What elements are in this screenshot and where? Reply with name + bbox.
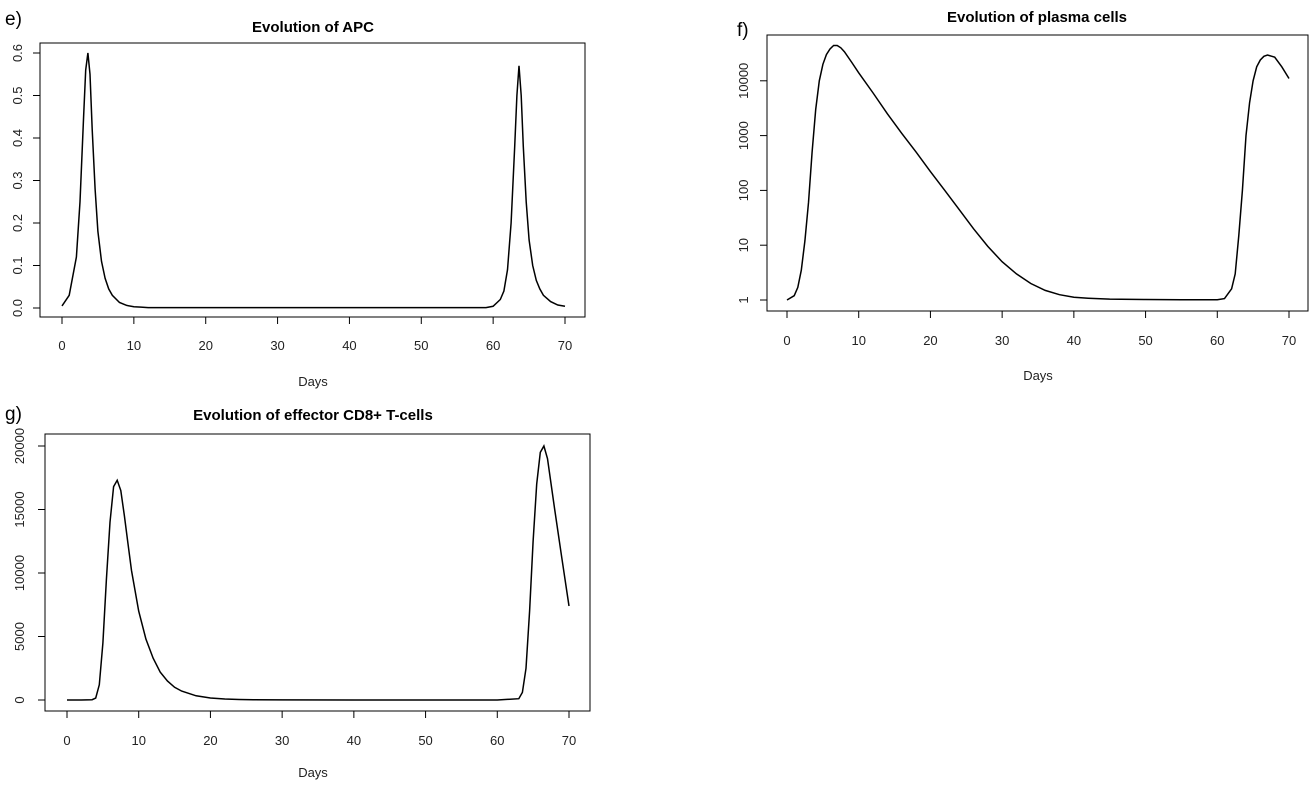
x-tick-label: 0 bbox=[63, 733, 70, 748]
x-tick-label: 0 bbox=[783, 333, 790, 348]
x-axis-label-cd8-tcells: Days bbox=[298, 765, 328, 780]
cd8-tcells-chart: g) Evolution of effector CD8+ T-cells Da… bbox=[5, 404, 591, 780]
x-tick-label: 50 bbox=[414, 338, 428, 353]
x-tick-label: 60 bbox=[486, 338, 500, 353]
x-tick-label: 60 bbox=[1210, 333, 1224, 348]
x-tick-label: 20 bbox=[203, 733, 217, 748]
x-tick-label: 10 bbox=[131, 733, 145, 748]
cd8-tcells-series-line bbox=[67, 444, 570, 701]
x-tick-label: 10 bbox=[851, 333, 865, 348]
y-ticks-apc: 0.0 0.1 0.2 0.3 0.4 0.5 0.6 bbox=[10, 44, 41, 317]
panel-letter-e: e) bbox=[5, 9, 22, 30]
y-tick-label: 0.6 bbox=[10, 44, 25, 62]
chart-title-cd8-tcells: Evolution of effector CD8+ T-cells bbox=[193, 407, 433, 424]
plot-frame-cd8-tcells bbox=[44, 433, 591, 712]
x-tick-label: 70 bbox=[562, 733, 576, 748]
x-tick-label: 30 bbox=[995, 333, 1009, 348]
x-tick-label: 20 bbox=[198, 338, 212, 353]
y-tick-label: 100 bbox=[736, 180, 751, 202]
plot-frame-apc bbox=[39, 42, 586, 318]
y-tick-label: 20000 bbox=[12, 428, 27, 464]
plot-frame-plasma-cells bbox=[766, 34, 1309, 312]
x-tick-label: 50 bbox=[418, 733, 432, 748]
apc-chart: e) Evolution of APC Days 0 10 20 30 40 50 60 70… bbox=[5, 9, 586, 389]
y-tick-label: 0 bbox=[12, 696, 27, 703]
x-axis-label-apc: Days bbox=[298, 374, 328, 389]
y-tick-label: 5000 bbox=[12, 622, 27, 651]
x-tick-label: 70 bbox=[558, 338, 572, 353]
x-tick-label: 20 bbox=[923, 333, 937, 348]
y-ticks-cd8-tcells: 0 5000 10000 15000 20000 bbox=[12, 428, 46, 704]
y-tick-label: 0.4 bbox=[10, 129, 25, 147]
y-tick-label: 0.1 bbox=[10, 256, 25, 274]
apc-series-line bbox=[61, 52, 566, 309]
y-tick-label: 10000 bbox=[736, 63, 751, 99]
plasma-cells-chart: f) Evolution of plasma cells Days 0 10 20 3… bbox=[736, 9, 1309, 383]
y-tick-label: 0.2 bbox=[10, 214, 25, 232]
x-tick-label: 40 bbox=[342, 338, 356, 353]
panel-letter-f: f) bbox=[737, 20, 749, 41]
x-tick-label: 70 bbox=[1282, 333, 1296, 348]
plasma-cells-series-line bbox=[786, 44, 1290, 301]
chart-title-plasma-cells: Evolution of plasma cells bbox=[947, 9, 1127, 26]
x-tick-label: 40 bbox=[347, 733, 361, 748]
x-ticks-plasma-cells: 0 10 20 30 40 50 60 70 bbox=[783, 310, 1296, 348]
chart-title-apc: Evolution of APC bbox=[252, 19, 374, 36]
x-tick-label: 0 bbox=[58, 338, 65, 353]
y-tick-label: 0.5 bbox=[10, 86, 25, 104]
x-tick-label: 30 bbox=[275, 733, 289, 748]
y-tick-label: 1000 bbox=[736, 121, 751, 150]
y-tick-label: 10 bbox=[736, 238, 751, 252]
y-tick-label: 0.3 bbox=[10, 171, 25, 189]
y-tick-label: 1 bbox=[736, 296, 751, 303]
x-ticks-cd8-tcells: 0 10 20 30 40 50 60 70 bbox=[63, 710, 576, 748]
panel-letter-g: g) bbox=[5, 404, 22, 425]
x-tick-label: 30 bbox=[270, 338, 284, 353]
y-tick-label: 15000 bbox=[12, 491, 27, 527]
y-ticks-plasma-cells: 1 10 100 1000 10000 bbox=[736, 63, 768, 304]
x-ticks-apc: 0 10 20 30 40 50 60 70 bbox=[58, 316, 572, 353]
x-tick-label: 10 bbox=[127, 338, 141, 353]
x-tick-label: 50 bbox=[1138, 333, 1152, 348]
x-tick-label: 60 bbox=[490, 733, 504, 748]
x-tick-label: 40 bbox=[1067, 333, 1081, 348]
y-tick-label: 10000 bbox=[12, 555, 27, 591]
x-axis-label-plasma-cells: Days bbox=[1023, 368, 1053, 383]
y-tick-label: 0.0 bbox=[10, 299, 25, 317]
